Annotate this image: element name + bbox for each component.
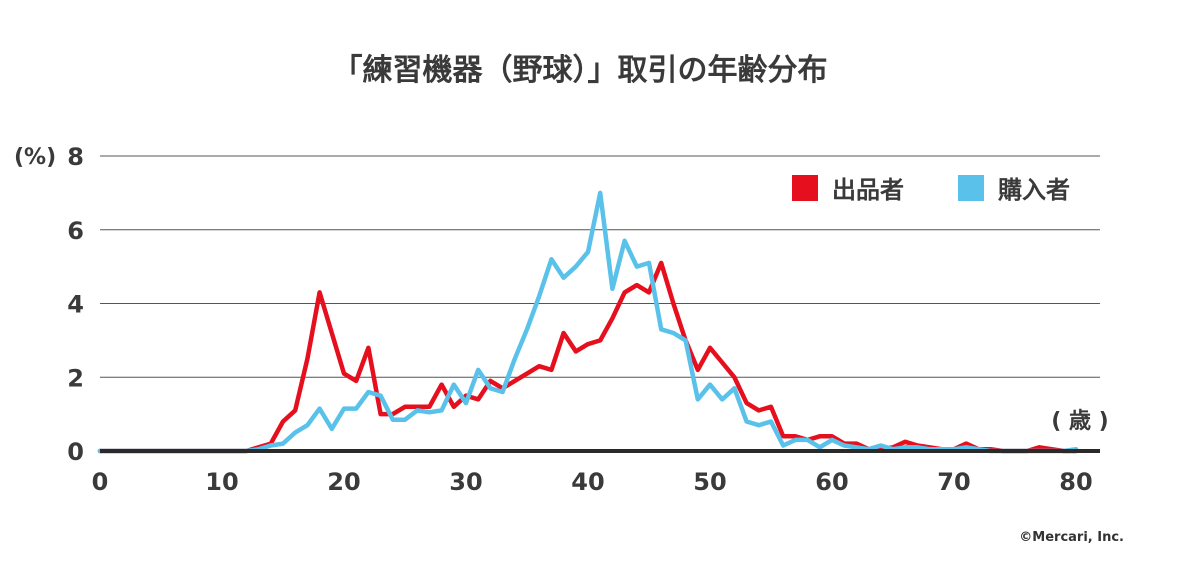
x-tick-label: 0 xyxy=(92,468,109,496)
grid-lines xyxy=(100,155,1100,378)
x-tick-label: 40 xyxy=(571,468,604,496)
legend: 出品者 購入者 xyxy=(792,175,1070,204)
x-tick-label: 60 xyxy=(815,468,848,496)
x-tick-label: 10 xyxy=(205,468,238,496)
y-tick-label: 2 xyxy=(67,364,84,392)
series-line-buyer xyxy=(97,190,1079,454)
y-tick-label: 6 xyxy=(67,217,84,245)
legend-swatch-buyer xyxy=(958,175,984,201)
x-axis-unit-label: ( 歳 ) xyxy=(1051,409,1108,434)
x-tick-label: 30 xyxy=(449,468,482,496)
legend-label-seller: 出品者 xyxy=(832,176,904,204)
chart-title: 「練習機器（野球）」取引の年齢分布 xyxy=(333,53,828,88)
x-tick-label: 80 xyxy=(1059,468,1092,496)
x-tick-label: 50 xyxy=(693,468,726,496)
copyright-credit: ©Mercari, Inc. xyxy=(1019,530,1124,545)
series-line-seller xyxy=(97,260,1079,454)
x-tick-labels: 0 10 20 30 40 50 60 70 80 xyxy=(92,468,1093,496)
y-tick-label: 4 xyxy=(67,291,84,319)
y-tick-label: 8 xyxy=(67,143,84,171)
legend-swatch-seller xyxy=(792,175,818,201)
y-axis-unit-label: (%) xyxy=(14,145,56,170)
x-tick-label: 20 xyxy=(327,468,360,496)
x-tick-label: 70 xyxy=(937,468,970,496)
legend-label-buyer: 購入者 xyxy=(998,176,1070,204)
y-tick-labels: 0 2 4 6 8 xyxy=(67,143,84,466)
series-lines xyxy=(97,190,1079,454)
y-tick-label: 0 xyxy=(67,438,84,466)
